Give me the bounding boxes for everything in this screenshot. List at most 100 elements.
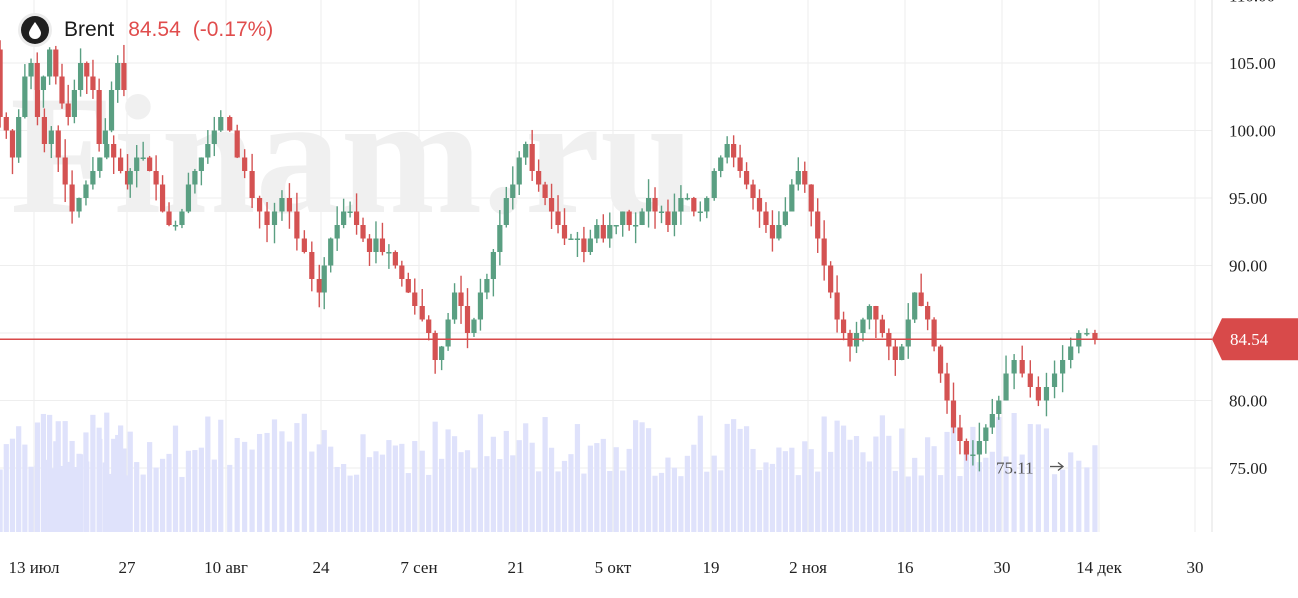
volume-bar — [724, 423, 730, 532]
candle-body — [360, 225, 366, 239]
volume-bar — [620, 470, 626, 532]
volume-bar — [808, 449, 814, 532]
volume-bar — [328, 446, 334, 532]
volume-bar — [802, 441, 808, 532]
candle-body — [48, 130, 54, 144]
candle-body — [192, 171, 198, 185]
candle-body — [523, 144, 529, 158]
candle-body — [931, 319, 937, 347]
candle-body — [405, 279, 411, 293]
candle-body — [159, 184, 166, 212]
candle-body — [458, 292, 464, 306]
volume-bar — [471, 468, 477, 532]
volume-bar — [828, 451, 834, 532]
candle-body — [55, 130, 61, 158]
instrument-name: Brent — [64, 18, 115, 41]
candle-body — [279, 198, 285, 212]
volume-bar — [536, 471, 542, 532]
candle-body — [866, 306, 873, 320]
volume-bar — [697, 415, 703, 532]
volume-bar — [912, 457, 918, 532]
candle-body — [69, 184, 75, 212]
volume-bar — [879, 415, 885, 532]
candle-body — [108, 90, 115, 131]
candle-body — [0, 49, 3, 117]
candle-body — [600, 225, 606, 239]
volume-bar — [568, 454, 574, 532]
candle-body — [464, 306, 471, 333]
volume-bar — [731, 419, 737, 532]
candle-body — [548, 198, 555, 212]
y-tick-label: 110.00 — [1229, 0, 1275, 6]
candle-body — [899, 346, 905, 360]
chart-header: Brent 84.54 (-0.17%) — [18, 10, 273, 50]
oil-drop-icon[interactable] — [18, 13, 52, 47]
volume-bar — [353, 474, 360, 532]
candle-body — [1035, 387, 1041, 401]
volume-bar — [815, 471, 821, 532]
candle-body — [1043, 387, 1050, 401]
candle-body — [386, 252, 392, 254]
volume-bar — [41, 459, 47, 532]
candle-body — [309, 252, 315, 279]
candle-body — [111, 144, 117, 158]
volume-bar — [983, 457, 989, 532]
candle-body — [134, 157, 140, 171]
volume-bar — [28, 466, 34, 532]
candle-body — [121, 63, 127, 90]
candle-body — [808, 184, 814, 212]
candle-body — [96, 90, 102, 144]
volume-bar — [523, 423, 529, 532]
candle-body — [613, 225, 619, 227]
candle-body — [1084, 333, 1090, 335]
volume-bar — [769, 463, 776, 532]
candle-body — [795, 171, 801, 185]
candle-body — [34, 90, 41, 117]
candle-body — [198, 157, 204, 171]
volume-bar — [316, 444, 322, 532]
candle-body — [963, 441, 970, 455]
candle-body — [115, 63, 121, 90]
volume-bar — [639, 422, 645, 532]
volume-bar — [439, 458, 445, 532]
candles — [0, 40, 1098, 472]
volume-bar — [341, 463, 347, 532]
y-tick-label: 100.00 — [1229, 122, 1276, 141]
candle-body — [782, 211, 788, 225]
volume-bar — [561, 460, 568, 532]
volume-bar — [271, 419, 278, 532]
candle-body — [873, 306, 879, 320]
candle-body — [516, 157, 522, 185]
candle-body — [568, 238, 574, 240]
volume-bar — [118, 425, 124, 532]
volume-bar — [205, 416, 211, 532]
candle-body — [970, 454, 976, 456]
candle-body — [426, 319, 432, 333]
volume-bar — [574, 424, 581, 532]
x-tick-label: 13 июл — [8, 558, 60, 577]
candle-body — [90, 171, 96, 185]
candle-body — [379, 238, 386, 252]
volume-bar — [159, 458, 166, 532]
candle-body — [821, 238, 827, 266]
candle-body — [724, 144, 730, 158]
candle-body — [84, 63, 90, 77]
candle-body — [83, 184, 89, 198]
candle-body — [484, 279, 490, 293]
candle-body — [179, 211, 185, 225]
volume-bar — [989, 451, 995, 532]
candle-body — [996, 400, 1002, 414]
price-badge-bg — [1212, 318, 1298, 361]
candle-body — [392, 252, 398, 266]
candle-body — [34, 63, 40, 90]
candle-body — [937, 346, 944, 374]
candle-body — [62, 157, 68, 185]
candle-body — [271, 211, 278, 225]
candle-body — [711, 171, 717, 198]
volume-bar — [264, 432, 270, 532]
volume-bar — [3, 444, 9, 532]
x-tick-label: 30 — [994, 558, 1011, 577]
candle-body — [658, 211, 665, 213]
volume-bar — [172, 425, 179, 532]
